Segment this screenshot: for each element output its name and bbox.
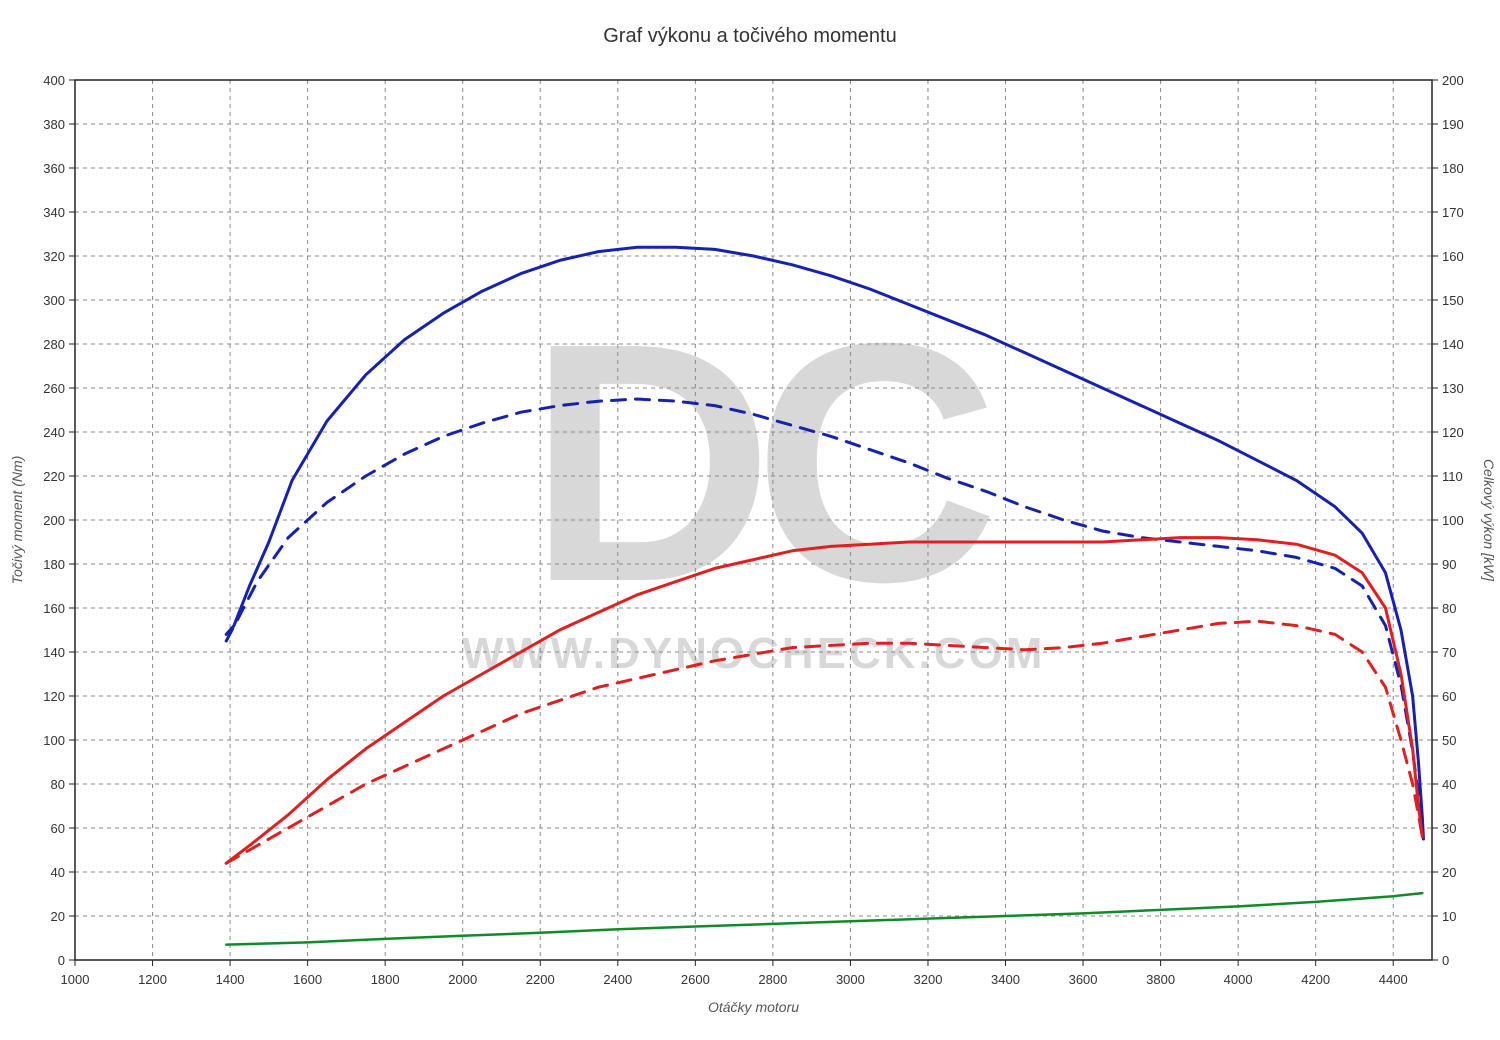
x-tick-label: 3200 (914, 972, 943, 987)
dyno-chart: DCWWW.DYNOCHECK.COM100012001400160018002… (0, 0, 1500, 1040)
y-left-tick-label: 320 (43, 249, 65, 264)
y-right-axis-label: Celkový výkon [kW] (1481, 459, 1497, 582)
y-left-tick-label: 260 (43, 381, 65, 396)
chart-svg: DCWWW.DYNOCHECK.COM100012001400160018002… (0, 0, 1500, 1040)
y-left-tick-label: 80 (51, 777, 65, 792)
y-right-tick-label: 20 (1442, 865, 1456, 880)
y-right-tick-label: 130 (1442, 381, 1464, 396)
x-tick-label: 1000 (61, 972, 90, 987)
y-left-tick-label: 0 (58, 953, 65, 968)
y-left-tick-label: 280 (43, 337, 65, 352)
y-left-tick-label: 40 (51, 865, 65, 880)
x-axis-label: Otáčky motoru (708, 999, 799, 1015)
x-tick-label: 1400 (216, 972, 245, 987)
y-left-tick-label: 340 (43, 205, 65, 220)
chart-title: Graf výkonu a točivého momentu (603, 25, 896, 47)
y-right-tick-label: 150 (1442, 293, 1464, 308)
y-right-tick-label: 110 (1442, 469, 1463, 484)
y-right-tick-label: 30 (1442, 821, 1456, 836)
y-left-tick-label: 100 (43, 733, 65, 748)
y-right-tick-label: 120 (1442, 425, 1464, 440)
y-right-tick-label: 180 (1442, 161, 1464, 176)
y-left-tick-label: 400 (43, 73, 65, 88)
x-tick-label: 1200 (138, 972, 167, 987)
x-tick-label: 3600 (1069, 972, 1098, 987)
x-tick-label: 1600 (293, 972, 322, 987)
x-tick-label: 2800 (758, 972, 787, 987)
x-tick-label: 2000 (448, 972, 477, 987)
y-right-tick-label: 50 (1442, 733, 1456, 748)
x-tick-label: 3000 (836, 972, 865, 987)
y-right-tick-label: 10 (1442, 909, 1456, 924)
svg-text:DC: DC (528, 273, 993, 653)
x-tick-label: 2200 (526, 972, 555, 987)
y-right-tick-label: 0 (1442, 953, 1449, 968)
y-left-tick-label: 160 (43, 601, 65, 616)
y-right-tick-label: 170 (1442, 205, 1464, 220)
y-right-tick-label: 190 (1442, 117, 1464, 132)
y-right-tick-label: 70 (1442, 645, 1456, 660)
x-tick-label: 4000 (1224, 972, 1253, 987)
x-tick-label: 3400 (991, 972, 1020, 987)
y-left-tick-label: 140 (43, 645, 65, 660)
y-right-tick-label: 40 (1442, 777, 1456, 792)
y-left-tick-label: 380 (43, 117, 65, 132)
y-left-tick-label: 20 (51, 909, 65, 924)
y-right-tick-label: 100 (1442, 513, 1464, 528)
y-left-axis-label: Točivý moment (Nm) (9, 456, 25, 585)
y-left-tick-label: 120 (43, 689, 65, 704)
y-right-tick-label: 80 (1442, 601, 1456, 616)
y-right-tick-label: 60 (1442, 689, 1456, 704)
y-left-tick-label: 60 (51, 821, 65, 836)
y-left-tick-label: 220 (43, 469, 65, 484)
y-right-tick-label: 160 (1442, 249, 1464, 264)
y-left-tick-label: 360 (43, 161, 65, 176)
y-right-tick-label: 200 (1442, 73, 1464, 88)
y-left-tick-label: 200 (43, 513, 65, 528)
y-left-tick-label: 300 (43, 293, 65, 308)
x-tick-label: 3800 (1146, 972, 1175, 987)
y-right-tick-label: 140 (1442, 337, 1464, 352)
x-tick-label: 4200 (1301, 972, 1330, 987)
x-tick-label: 1800 (371, 972, 400, 987)
y-right-tick-label: 90 (1442, 557, 1456, 572)
x-tick-label: 4400 (1379, 972, 1408, 987)
x-tick-label: 2400 (603, 972, 632, 987)
y-left-tick-label: 180 (43, 557, 65, 572)
y-left-tick-label: 240 (43, 425, 65, 440)
x-tick-label: 2600 (681, 972, 710, 987)
